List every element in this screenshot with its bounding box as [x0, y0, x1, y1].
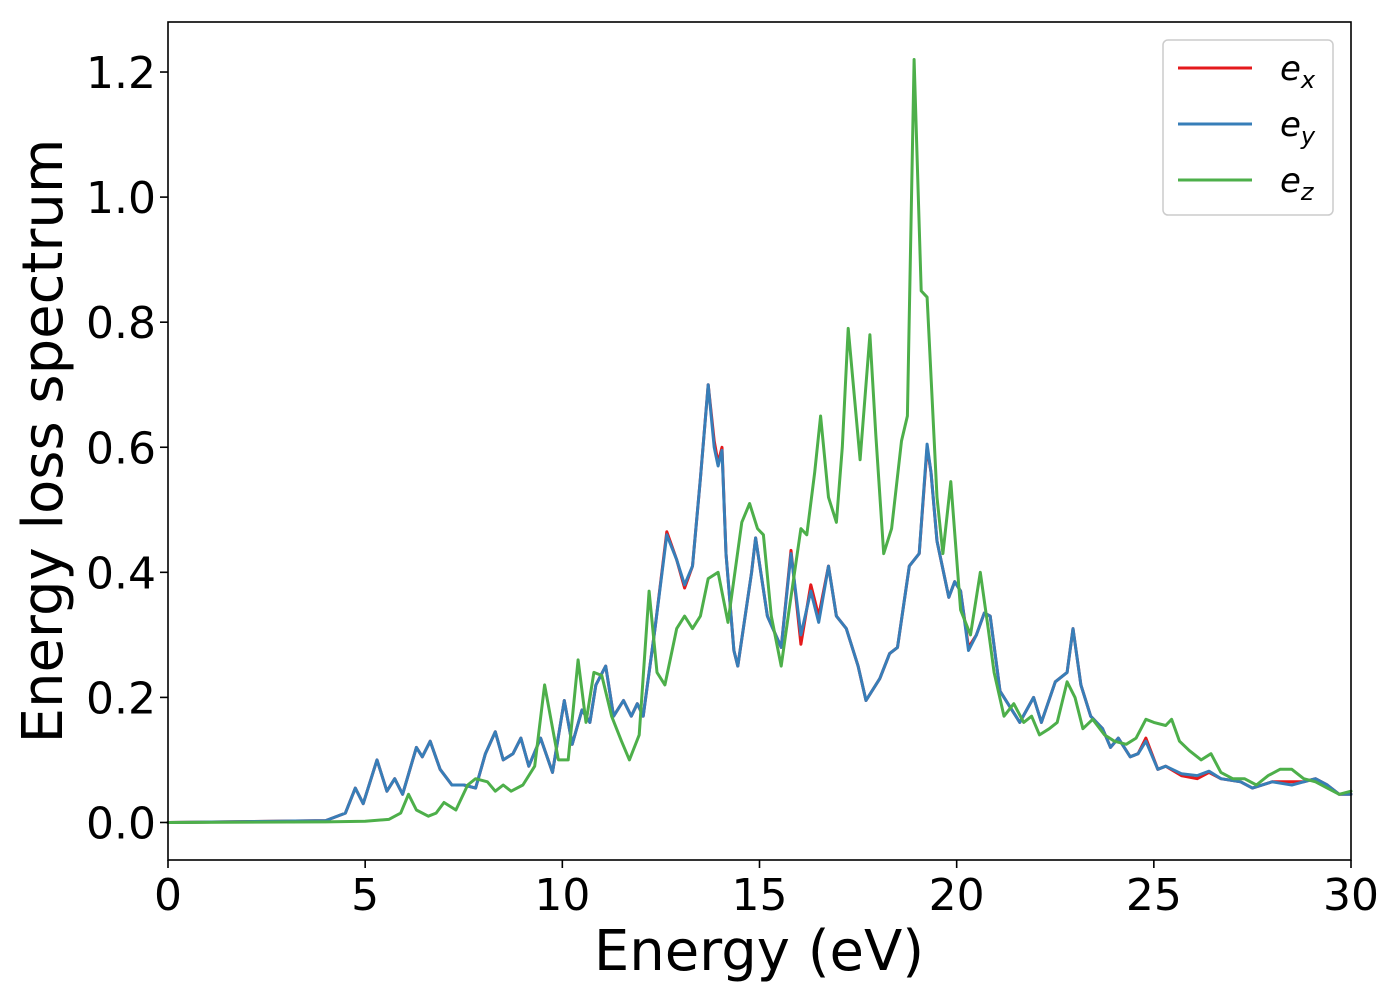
legend-label-subscript: y: [1300, 122, 1316, 150]
y-axis-ticks: 0.0 0.2 0.4 0.6 0.8 1.0 1.2: [86, 48, 168, 849]
legend-label-base: e: [1280, 161, 1301, 201]
x-tick-label: 20: [929, 870, 985, 921]
series-line-e-z: [166, 58, 1353, 824]
legend-label: ey: [1280, 105, 1316, 150]
x-tick-label: 5: [351, 870, 379, 921]
series-line-e-y: [166, 383, 1353, 824]
y-axis-label: Energy loss spectrum: [11, 139, 76, 744]
y-tick-label: 0.8: [86, 298, 156, 349]
y-tick-label: 0.2: [86, 673, 156, 724]
x-tick-label: 30: [1323, 870, 1379, 921]
legend-label-base: e: [1280, 49, 1301, 89]
x-tick-label: 25: [1126, 870, 1182, 921]
legend-label: ex: [1280, 49, 1316, 94]
x-tick-label: 10: [534, 870, 590, 921]
y-tick-label: 1.0: [86, 173, 156, 224]
x-axis-ticks: 0 5 10 15 20 25 30: [154, 860, 1379, 921]
x-tick-label: 15: [732, 870, 788, 921]
y-tick-label: 0.0: [86, 798, 156, 849]
legend-box: [1162, 39, 1334, 216]
y-tick-label: 1.2: [86, 48, 156, 99]
legend-label-subscript: x: [1300, 66, 1316, 94]
y-tick-label: 0.6: [86, 423, 156, 474]
series-line-e-x: [166, 383, 1353, 824]
legend-label-base: e: [1280, 105, 1301, 145]
y-tick-label: 0.4: [86, 548, 156, 599]
x-axis-label: Energy (eV): [594, 919, 924, 984]
legend-label-subscript: z: [1300, 178, 1315, 206]
series-layer: [166, 58, 1353, 824]
x-tick-label: 0: [154, 870, 182, 921]
legend-label: ez: [1280, 161, 1315, 206]
